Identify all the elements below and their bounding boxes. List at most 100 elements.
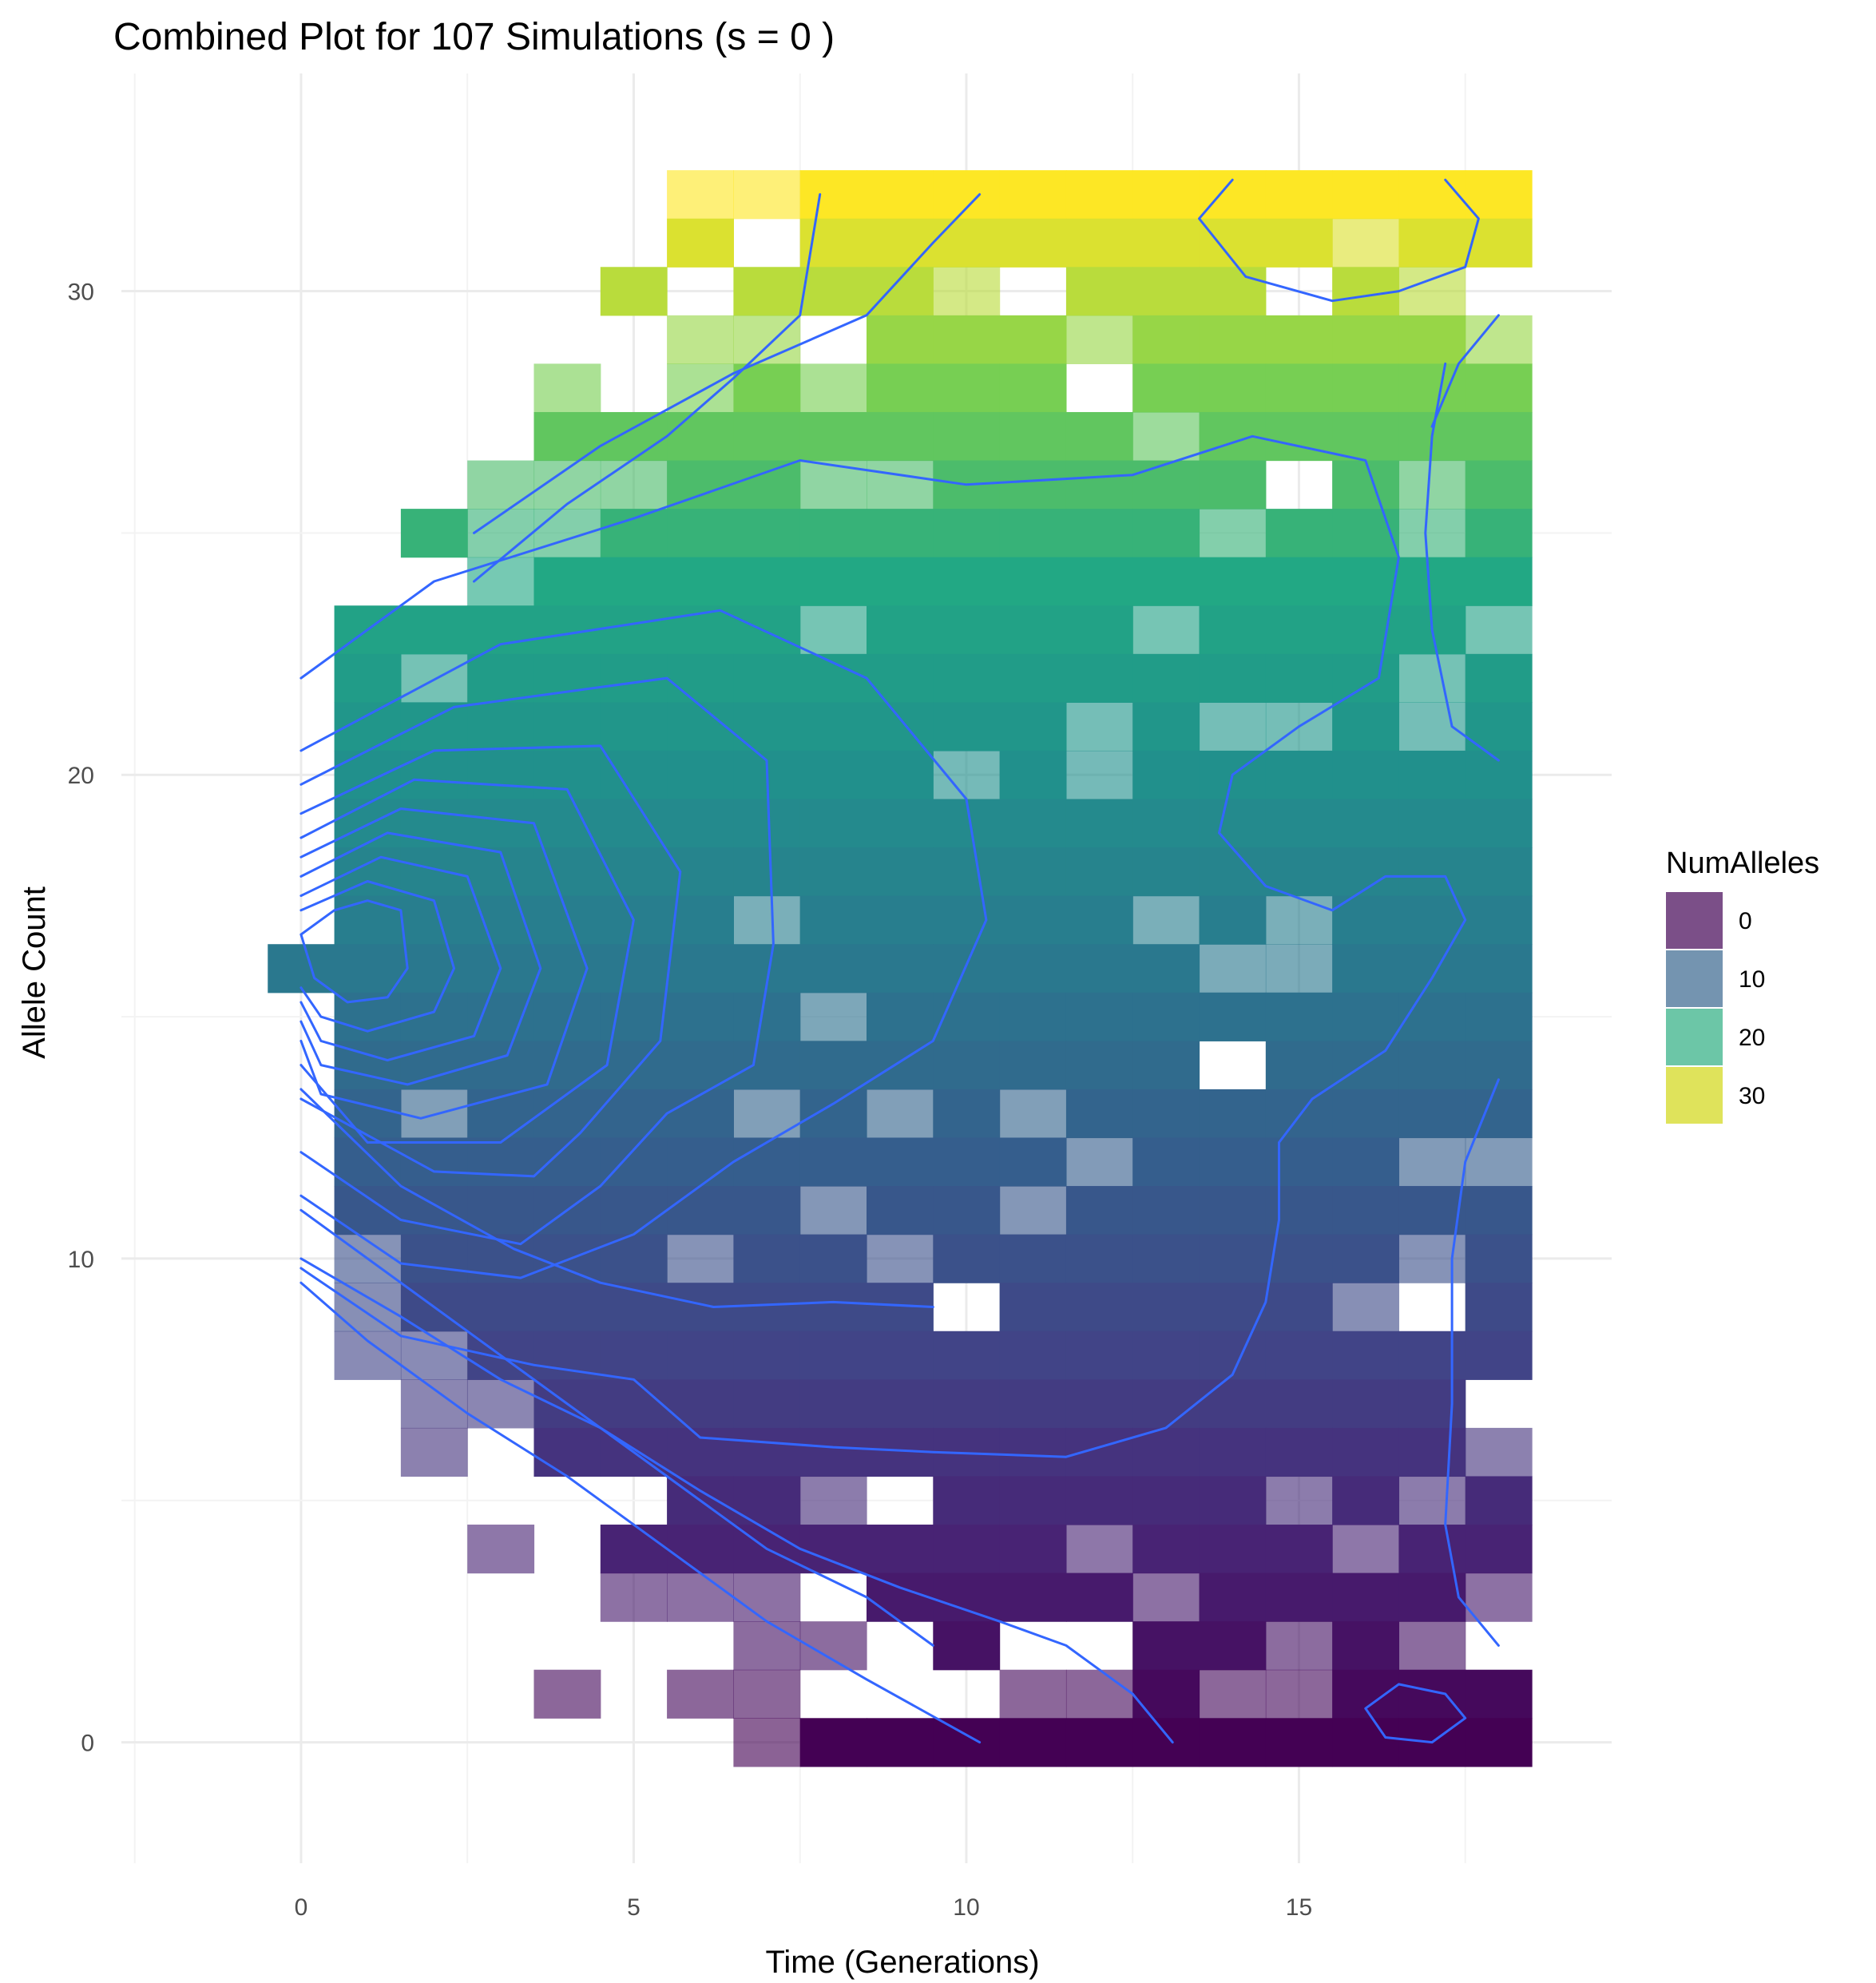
- heatmap-tile: [1132, 1718, 1200, 1767]
- heatmap-tile: [1465, 895, 1533, 945]
- heatmap-tile: [1265, 1525, 1333, 1574]
- heatmap-tile: [733, 605, 801, 655]
- heatmap-tile: [533, 1089, 601, 1139]
- heatmap-tile: [867, 218, 934, 268]
- heatmap-tile: [867, 944, 934, 993]
- heatmap-tile: [799, 1621, 867, 1671]
- heatmap-tile: [1199, 1234, 1267, 1283]
- heatmap-tile: [1265, 1669, 1333, 1719]
- heatmap-tile: [467, 1137, 535, 1187]
- heatmap-tile: [999, 605, 1067, 655]
- heatmap-tile: [1132, 605, 1200, 655]
- heatmap-tile: [933, 557, 1001, 606]
- y-tick-label: 30: [68, 280, 94, 306]
- heatmap-tile: [799, 653, 867, 703]
- heatmap-tile: [1132, 267, 1200, 316]
- heatmap-tile: [733, 1476, 801, 1525]
- heatmap-tile: [733, 1041, 801, 1090]
- heatmap-tile: [667, 895, 734, 945]
- heatmap-tile: [1398, 944, 1466, 993]
- heatmap-tile: [600, 992, 668, 1041]
- heatmap-tile: [600, 1186, 668, 1235]
- heatmap-tile: [733, 557, 801, 606]
- heatmap-tile: [1332, 1476, 1400, 1525]
- heatmap-tile: [1398, 1621, 1466, 1671]
- heatmap-tile: [999, 1234, 1067, 1283]
- heatmap-tile: [1465, 1573, 1533, 1622]
- heatmap-tile: [667, 992, 734, 1041]
- heatmap-tile: [533, 1283, 601, 1332]
- heatmap-tile: [1065, 992, 1133, 1041]
- heatmap-tile: [667, 847, 734, 897]
- heatmap-tile: [1265, 170, 1333, 220]
- heatmap-tile: [933, 1137, 1001, 1187]
- heatmap-tile: [467, 1186, 535, 1235]
- heatmap-tile: [667, 1573, 734, 1622]
- legend-key: [1666, 950, 1723, 1007]
- legend: NumAlleles 0 10 20 30: [1666, 847, 1819, 1124]
- contour-line: [299, 1257, 1174, 1744]
- heatmap-tile: [1265, 1379, 1333, 1429]
- heatmap-tile: [867, 895, 934, 945]
- heatmap-tile: [334, 1283, 402, 1332]
- heatmap-tile: [1132, 1186, 1200, 1235]
- heatmap-tile: [999, 847, 1067, 897]
- heatmap-tile: [533, 799, 601, 848]
- heatmap-tile: [667, 1331, 734, 1380]
- heatmap-tile: [600, 1137, 668, 1187]
- heatmap-tile: [467, 992, 535, 1041]
- heatmap-tile: [1398, 509, 1466, 558]
- heatmap-tile: [1065, 1525, 1133, 1574]
- heatmap-tile: [1265, 895, 1333, 945]
- heatmap-tile: [867, 992, 934, 1041]
- heatmap-tile: [1332, 1041, 1400, 1090]
- heatmap-tile: [1332, 509, 1400, 558]
- heatmap-tile: [1332, 1331, 1400, 1380]
- heatmap-tile: [867, 799, 934, 848]
- heatmap-tile: [1398, 1186, 1466, 1235]
- heatmap-tile: [933, 315, 1001, 365]
- heatmap-tile: [1132, 847, 1200, 897]
- heatmap-tile: [400, 1234, 468, 1283]
- heatmap-tile: [1332, 411, 1400, 462]
- heatmap-tile: [1132, 1669, 1200, 1719]
- heatmap-tile: [1465, 1476, 1533, 1525]
- contour-line: [299, 855, 502, 1062]
- heatmap-tile: [933, 605, 1001, 655]
- heatmap-tile: [1065, 509, 1133, 558]
- heatmap-tile: [1465, 1234, 1533, 1283]
- heatmap-tile: [867, 1137, 934, 1187]
- heatmap-tile: [1065, 1234, 1133, 1283]
- heatmap-tile: [1199, 1621, 1267, 1671]
- legend-entries: 0 10 20 30: [1666, 892, 1765, 1124]
- heatmap-tile: [1065, 750, 1133, 800]
- heatmap-tile: [467, 509, 535, 558]
- heatmap-tile: [400, 992, 468, 1041]
- heatmap-tile: [867, 411, 934, 462]
- heatmap-tile: [600, 1234, 668, 1283]
- heatmap-tile: [733, 1234, 801, 1283]
- heatmap-tile: [867, 1718, 934, 1767]
- heatmap-tile: [1132, 1137, 1200, 1187]
- heatmap-tile: [600, 1331, 668, 1380]
- heatmap-tile: [1199, 509, 1267, 558]
- heatmap-tile: [1332, 1669, 1400, 1719]
- heatmap-tile: [1065, 1186, 1133, 1235]
- heatmap-tile: [1332, 1234, 1400, 1283]
- heatmap-tile: [733, 799, 801, 848]
- heatmap-tile: [600, 653, 668, 703]
- heatmap-tile: [334, 895, 402, 945]
- heatmap-tile: [400, 1137, 468, 1187]
- heatmap-tile: [1398, 267, 1466, 316]
- heatmap-tile: [1132, 1573, 1200, 1622]
- heatmap-tile: [667, 1137, 734, 1187]
- heatmap-tile: [1065, 1331, 1133, 1380]
- heatmap-tile: [334, 653, 402, 703]
- heatmap-tile: [400, 702, 468, 752]
- heatmap-tile: [1398, 799, 1466, 848]
- heatmap-tile: [867, 750, 934, 800]
- heatmap-tile: [1199, 557, 1267, 606]
- heatmap-tile: [667, 557, 734, 606]
- y-axis-title: Allele Count: [17, 886, 52, 1059]
- heatmap-tile: [999, 1573, 1067, 1622]
